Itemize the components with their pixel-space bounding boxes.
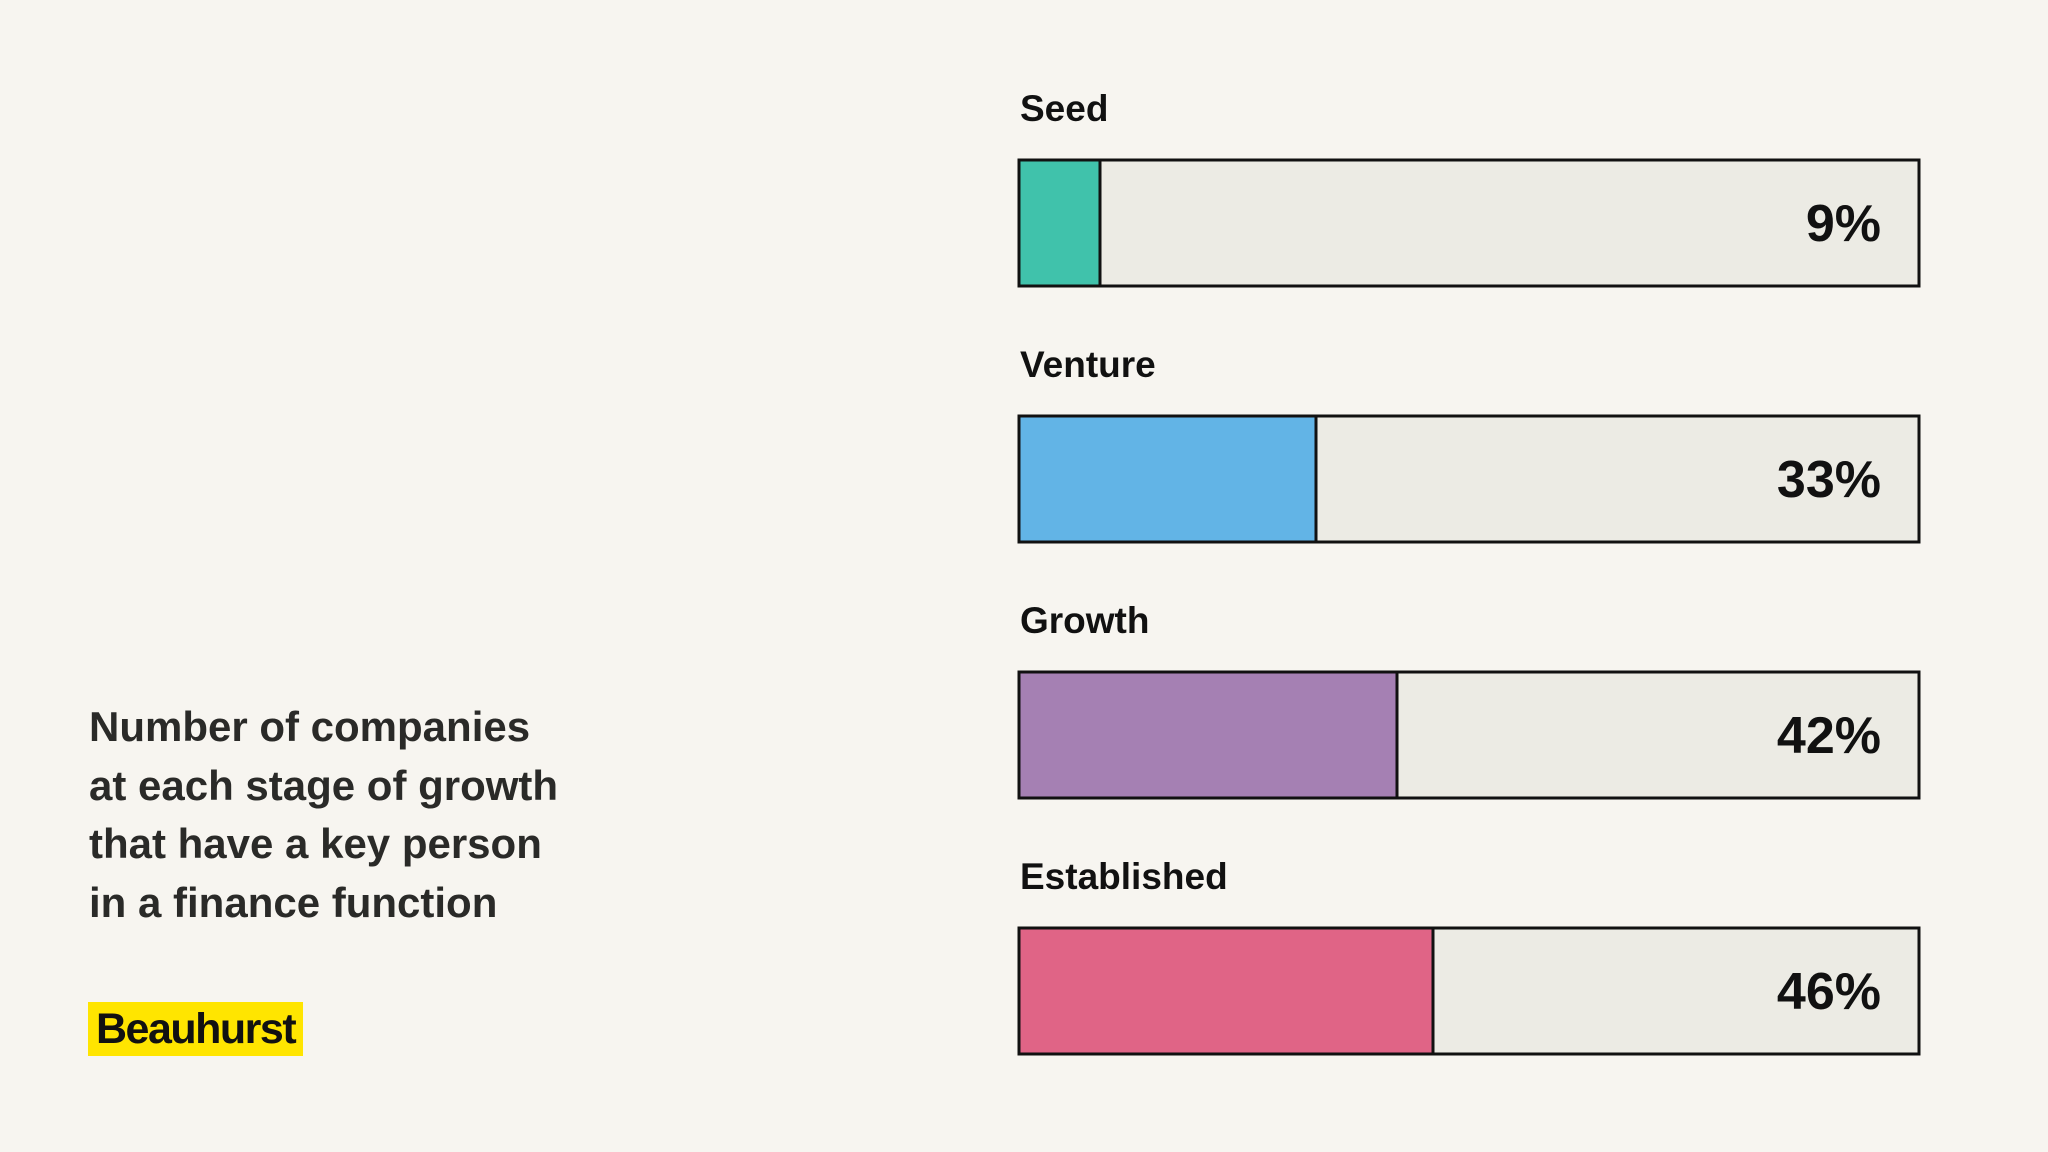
- bar-outline: [1017, 414, 1921, 544]
- caption-line: in a finance function: [89, 878, 498, 926]
- category-label: Growth: [1020, 600, 1149, 641]
- bar-outline: [1017, 670, 1921, 800]
- bar: [1019, 928, 1433, 1054]
- caption-line: that have a key person: [89, 820, 542, 867]
- value-label: 9%: [1806, 195, 1881, 253]
- value-label: 46%: [1777, 963, 1881, 1021]
- value-label: 33%: [1777, 451, 1881, 509]
- category-label: Seed: [1020, 88, 1108, 129]
- bar-outline: [1017, 158, 1921, 288]
- bar: [1019, 160, 1100, 286]
- bar-track: [1019, 160, 1919, 286]
- bar: [1019, 672, 1397, 798]
- bar-outline: [1017, 926, 1921, 1056]
- beauhurst-logo: Beauhurst: [88, 1002, 304, 1056]
- bar: [1019, 416, 1316, 542]
- category-label: Established: [1020, 856, 1228, 897]
- value-label: 42%: [1777, 707, 1881, 765]
- caption-line: Number of companies: [89, 703, 531, 750]
- caption-line: at each stage of growth: [89, 761, 559, 809]
- chart-caption: Number of companies at each stage of gro…: [89, 698, 609, 932]
- category-label: Venture: [1020, 344, 1156, 385]
